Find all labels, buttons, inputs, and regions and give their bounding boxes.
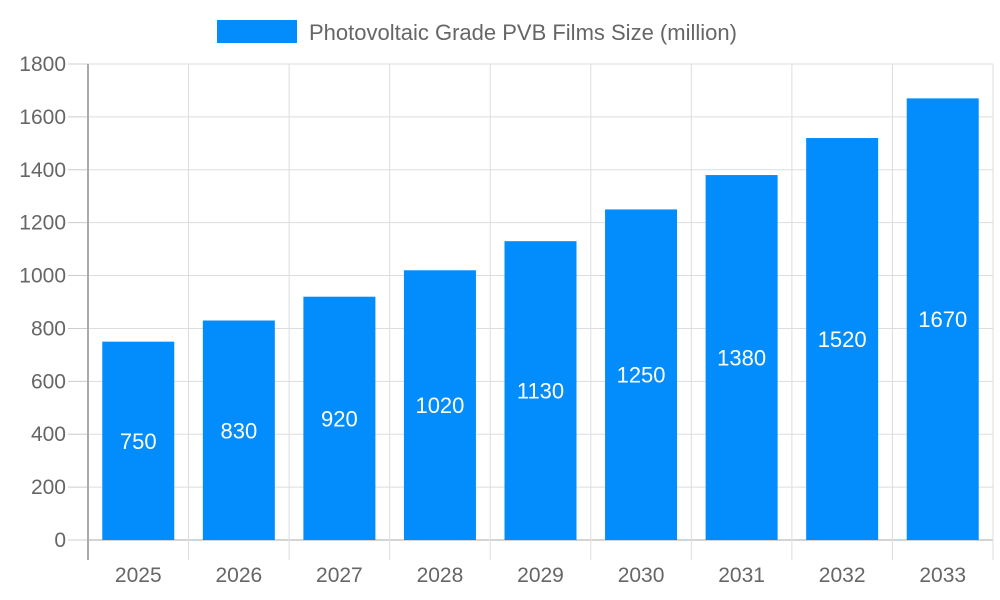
data-label: 1130 bbox=[517, 379, 564, 404]
bar bbox=[303, 296, 376, 540]
y-tick-label: 1600 bbox=[19, 106, 66, 129]
bar bbox=[906, 98, 979, 540]
data-label: 1250 bbox=[617, 363, 666, 388]
bar bbox=[806, 138, 879, 541]
bar bbox=[403, 270, 476, 540]
bar bbox=[504, 241, 577, 540]
data-label: 1670 bbox=[918, 307, 967, 332]
bar bbox=[202, 320, 275, 540]
bar bbox=[705, 175, 778, 541]
data-label: 920 bbox=[321, 406, 358, 431]
y-tick-label: 1400 bbox=[19, 159, 66, 182]
x-tick-label: 2025 bbox=[115, 564, 162, 587]
data-label: 1520 bbox=[818, 327, 867, 352]
data-label: 750 bbox=[120, 429, 157, 454]
y-tick-label: 400 bbox=[31, 423, 66, 446]
legend-label: Photovoltaic Grade PVB Films Size (milli… bbox=[309, 20, 737, 45]
x-tick-label: 2031 bbox=[718, 564, 765, 587]
data-label: 1020 bbox=[415, 393, 464, 418]
y-tick-label: 0 bbox=[54, 529, 66, 552]
bar bbox=[605, 209, 678, 540]
data-label: 830 bbox=[220, 418, 257, 443]
y-tick-label: 600 bbox=[31, 370, 66, 393]
x-tick-label: 2032 bbox=[819, 564, 866, 587]
y-tick-label: 200 bbox=[31, 476, 66, 499]
legend-swatch bbox=[217, 20, 297, 43]
x-tick-label: 2029 bbox=[517, 564, 564, 587]
x-tick-label: 2030 bbox=[618, 564, 665, 587]
y-tick-label: 1000 bbox=[19, 265, 66, 288]
data-label: 1380 bbox=[717, 346, 766, 371]
y-tick-label: 1200 bbox=[19, 212, 66, 235]
x-tick-label: 2028 bbox=[417, 564, 464, 587]
x-tick-label: 2026 bbox=[215, 564, 262, 587]
y-tick-label: 800 bbox=[31, 317, 66, 340]
x-tick-label: 2027 bbox=[316, 564, 363, 587]
y-tick-label: 1800 bbox=[19, 53, 66, 76]
bar bbox=[102, 341, 175, 540]
x-tick-label: 2033 bbox=[919, 564, 966, 587]
